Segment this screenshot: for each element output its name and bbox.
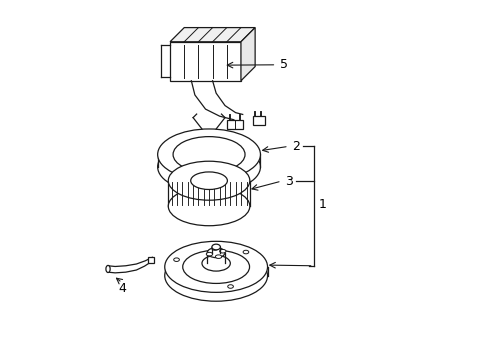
Ellipse shape (157, 141, 260, 192)
Ellipse shape (206, 252, 212, 256)
Ellipse shape (164, 241, 267, 292)
Ellipse shape (183, 250, 249, 283)
Text: 2: 2 (292, 140, 300, 153)
Polygon shape (241, 28, 255, 81)
Ellipse shape (211, 244, 220, 250)
Ellipse shape (106, 265, 110, 273)
Ellipse shape (207, 248, 224, 258)
Text: 1: 1 (318, 198, 325, 211)
Bar (170, 42, 241, 81)
Ellipse shape (243, 250, 248, 254)
Ellipse shape (211, 247, 218, 250)
Ellipse shape (168, 161, 249, 200)
Ellipse shape (215, 255, 221, 258)
Ellipse shape (202, 256, 230, 271)
Ellipse shape (227, 285, 233, 288)
Text: 4: 4 (118, 282, 126, 294)
Ellipse shape (168, 187, 249, 226)
Ellipse shape (164, 250, 267, 301)
Bar (148, 257, 154, 262)
Ellipse shape (173, 258, 179, 261)
Ellipse shape (190, 172, 227, 189)
Ellipse shape (219, 249, 225, 253)
Bar (226, 120, 242, 129)
Polygon shape (170, 28, 255, 42)
Ellipse shape (173, 136, 244, 172)
Text: 3: 3 (285, 175, 292, 188)
Ellipse shape (157, 129, 260, 180)
Bar (253, 116, 264, 125)
Text: 5: 5 (279, 58, 287, 71)
